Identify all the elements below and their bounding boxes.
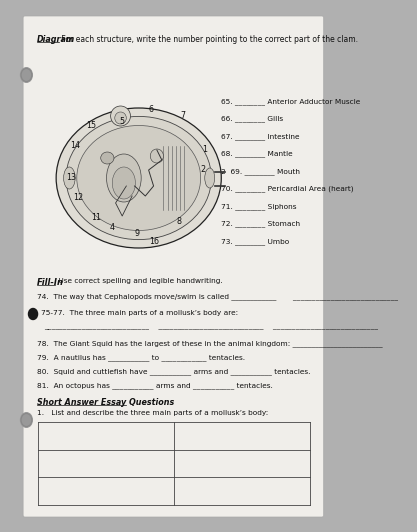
- Text: 70. ________ Pericardial Area (heart): 70. ________ Pericardial Area (heart): [221, 186, 354, 192]
- Text: 74.  The way that Cephalopods move/swim is called ____________       ___________: 74. The way that Cephalopods move/swim i…: [37, 293, 398, 300]
- Text: 4: 4: [110, 223, 115, 232]
- Text: Diagram: Diagram: [37, 35, 75, 44]
- Text: 66. ________ Gills: 66. ________ Gills: [221, 115, 284, 122]
- Text: 2  69. ________ Mouth: 2 69. ________ Mouth: [221, 168, 300, 174]
- Ellipse shape: [150, 149, 163, 163]
- Text: For each structure, write the number pointing to the correct part of the clam.: For each structure, write the number poi…: [59, 35, 358, 44]
- Text: 1: 1: [202, 145, 207, 154]
- Ellipse shape: [112, 167, 136, 199]
- Ellipse shape: [77, 126, 201, 230]
- Text: Short Answer Essay Questions: Short Answer Essay Questions: [37, 398, 174, 407]
- Text: 68. ________ Mantle: 68. ________ Mantle: [221, 151, 293, 157]
- Text: 72. ________ Stomach: 72. ________ Stomach: [221, 220, 300, 227]
- Text: 65. ________ Anterior Adductor Muscle: 65. ________ Anterior Adductor Muscle: [221, 98, 361, 105]
- Ellipse shape: [111, 106, 131, 126]
- Circle shape: [28, 309, 38, 320]
- Ellipse shape: [56, 108, 221, 248]
- Ellipse shape: [63, 167, 75, 189]
- Ellipse shape: [101, 152, 114, 164]
- Text: ____________________________    ____________________________    ________________: ____________________________ ___________…: [44, 323, 378, 329]
- Ellipse shape: [66, 117, 211, 239]
- Text: 79.  A nautilus has ___________ to ____________ tentacles.: 79. A nautilus has ___________ to ______…: [37, 354, 245, 361]
- Text: Use correct spelling and legible handwriting.: Use correct spelling and legible handwri…: [56, 278, 223, 284]
- Text: 67. ________ Intestine: 67. ________ Intestine: [221, 133, 300, 140]
- Text: 7: 7: [181, 112, 186, 121]
- Text: 13: 13: [66, 173, 76, 182]
- Text: 6: 6: [148, 105, 153, 114]
- Text: 9: 9: [135, 229, 140, 238]
- Ellipse shape: [115, 112, 126, 124]
- Text: 75-77.  The three main parts of a mollusk’s body are:: 75-77. The three main parts of a mollusk…: [41, 310, 239, 316]
- Text: 12: 12: [73, 194, 83, 203]
- Text: 1.   List and describe the three main parts of a mollusk’s body:: 1. List and describe the three main part…: [37, 410, 269, 416]
- Circle shape: [20, 412, 33, 428]
- Ellipse shape: [205, 168, 215, 188]
- Text: 71. ________ Siphons: 71. ________ Siphons: [221, 203, 297, 210]
- Text: 81.  An octopus has ___________ arms and ___________ tentacles.: 81. An octopus has ___________ arms and …: [37, 382, 273, 389]
- Text: 2: 2: [201, 165, 206, 174]
- Text: 14: 14: [70, 142, 80, 151]
- Text: 11: 11: [91, 213, 101, 222]
- Text: 73. ________ Umbo: 73. ________ Umbo: [221, 238, 289, 245]
- Text: Fill-In: Fill-In: [37, 278, 64, 287]
- Text: 16: 16: [149, 237, 159, 246]
- FancyBboxPatch shape: [23, 16, 324, 517]
- Circle shape: [20, 67, 33, 83]
- Text: 5: 5: [120, 118, 125, 127]
- Text: 15: 15: [86, 121, 96, 130]
- Text: 8: 8: [177, 218, 182, 227]
- Text: 78.  The Giant Squid has the largest of these in the animal kingdom: ___________: 78. The Giant Squid has the largest of t…: [37, 340, 383, 347]
- Text: 80.  Squid and cuttlefish have ___________ arms and ___________ tentacles.: 80. Squid and cuttlefish have __________…: [37, 368, 311, 375]
- Ellipse shape: [106, 154, 141, 202]
